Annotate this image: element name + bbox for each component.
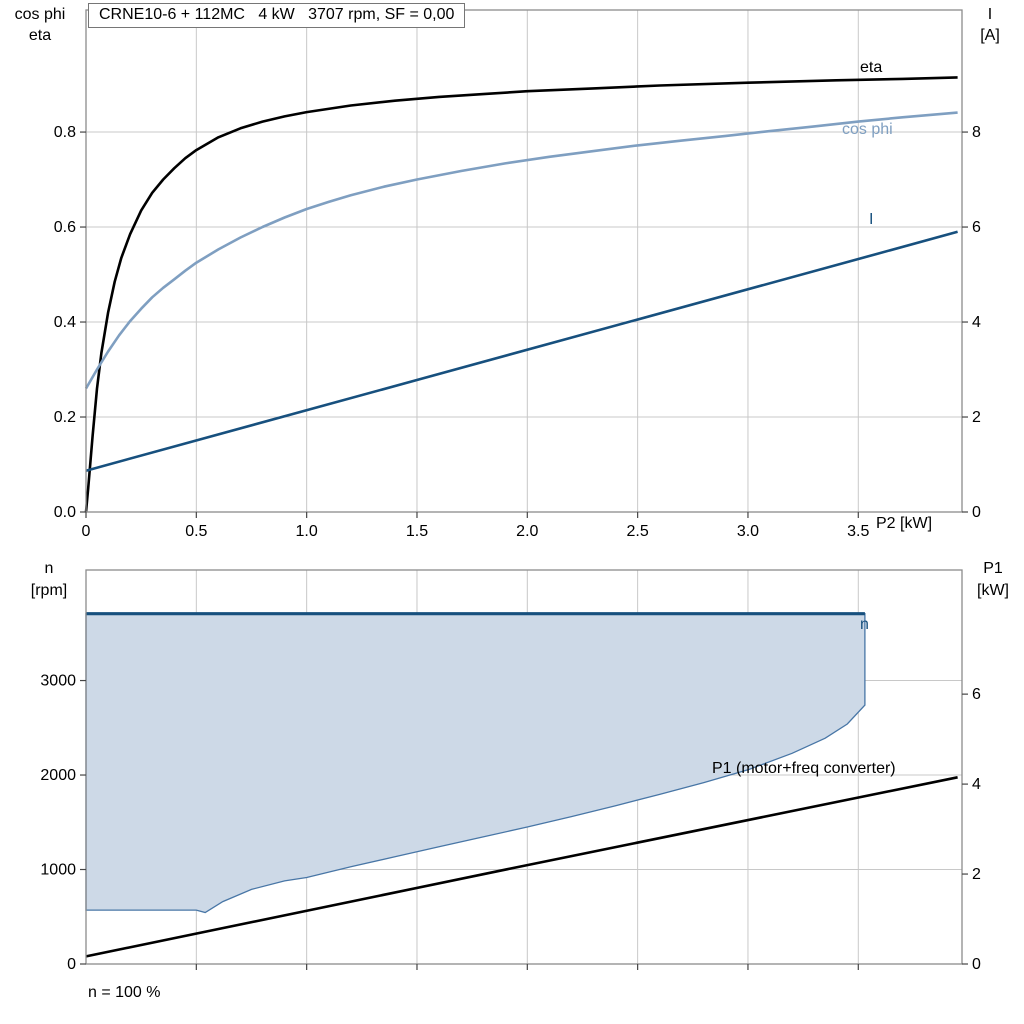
n-curve-label: n [860, 616, 869, 633]
svg-text:0.0: 0.0 [54, 504, 76, 521]
svg-text:2: 2 [972, 866, 981, 883]
top-left-axis-label-eta: eta [28, 27, 52, 44]
svg-text:0: 0 [972, 504, 981, 521]
chart-title: CRNE10-6 + 112MC 4 kW 3707 rpm, SF = 0,0… [88, 3, 466, 28]
bottom-left-axis-label-n: n [44, 560, 54, 577]
svg-text:2: 2 [972, 409, 981, 426]
svg-text:0: 0 [82, 523, 91, 540]
svg-text:3000: 3000 [40, 673, 76, 690]
svg-text:2000: 2000 [40, 767, 76, 784]
svg-text:6: 6 [972, 686, 981, 703]
svg-text:0: 0 [67, 956, 76, 973]
eta-curve-label: eta [860, 59, 883, 76]
current-curve-label: I [869, 211, 874, 228]
svg-text:0.2: 0.2 [54, 409, 76, 426]
p1-curve-label: P1 (motor+freq converter) [712, 760, 896, 777]
svg-text:0.8: 0.8 [54, 124, 76, 141]
svg-text:3.0: 3.0 [737, 523, 759, 540]
top-left-axis-label-cosphi: cos phi [14, 6, 66, 23]
svg-text:8: 8 [972, 124, 981, 141]
bottom-right-axis-label-kw-unit: [kW] [977, 582, 1009, 599]
svg-text:0: 0 [972, 956, 981, 973]
top-right-axis-label-current: I [987, 6, 993, 23]
svg-text:0.6: 0.6 [54, 219, 76, 236]
speed-footnote: n = 100 % [88, 984, 161, 1001]
svg-text:3.5: 3.5 [847, 523, 869, 540]
bottom-left-axis-label-rpm-unit: [rpm] [30, 582, 68, 599]
x-axis-label-p2: P2 [kW] [876, 515, 933, 532]
cos-phi-curve-label: cos phi [842, 121, 893, 138]
svg-text:1.0: 1.0 [296, 523, 318, 540]
svg-text:1.5: 1.5 [406, 523, 428, 540]
top-right-axis-label-amps-unit: [A] [980, 27, 1000, 44]
svg-text:4: 4 [972, 314, 981, 331]
svg-text:4: 4 [972, 776, 981, 793]
svg-text:0.4: 0.4 [54, 314, 76, 331]
svg-text:6: 6 [972, 219, 981, 236]
svg-text:0.5: 0.5 [185, 523, 207, 540]
svg-text:1000: 1000 [40, 862, 76, 879]
bottom-right-axis-label-p1: P1 [983, 560, 1003, 577]
svg-text:2.0: 2.0 [516, 523, 538, 540]
svg-text:2.5: 2.5 [627, 523, 649, 540]
